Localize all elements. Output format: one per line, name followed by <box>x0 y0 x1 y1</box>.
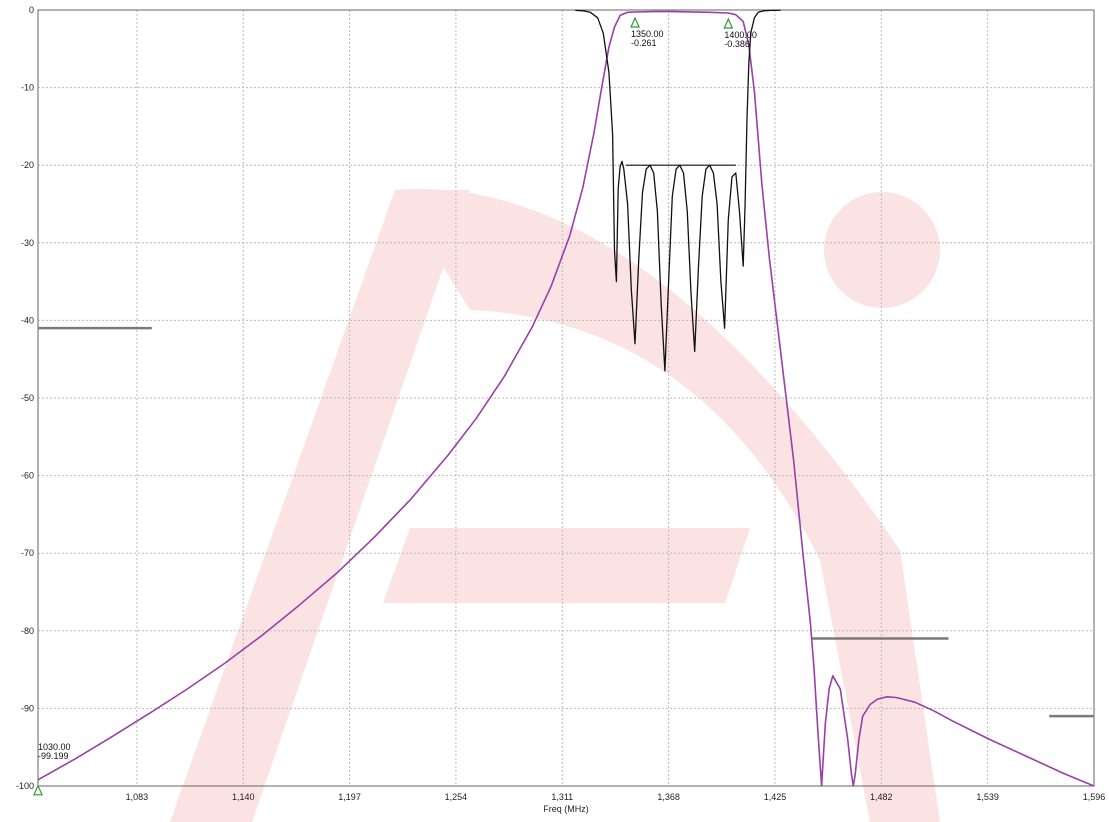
marker-value-label: -0.386 <box>724 39 750 49</box>
y-tick-label: -90 <box>21 703 34 713</box>
y-tick-label: -30 <box>21 238 34 248</box>
x-tick-label: 1,425 <box>764 792 787 802</box>
y-tick-label: -20 <box>21 160 34 170</box>
y-tick-label: -10 <box>21 83 34 93</box>
x-tick-label: 1,482 <box>870 792 893 802</box>
reflection-trace <box>575 9 781 372</box>
transmission-trace <box>37 10 1095 787</box>
x-tick-label: 1,311 <box>551 792 573 802</box>
x-tick-label: 1,596 <box>1083 792 1106 802</box>
marker-frequency-label: 1400.00 <box>724 30 757 40</box>
marker-triangle <box>723 17 734 29</box>
y-tick-label: 0 <box>29 5 34 15</box>
axes: 0 -10 -20 -30 -40 -50 -60 -70 -80 -90 -100 1,083 1,1… <box>16 5 1105 802</box>
grid <box>38 10 1095 786</box>
x-tick-label: 1,083 <box>126 792 149 802</box>
markers: 1350.00-0.261 1400.00-0.386 1030.00-99.199 <box>33 16 757 796</box>
marker-value-label: -0.261 <box>631 38 657 48</box>
watermark-crossbar <box>383 528 750 603</box>
plot-frame <box>37 9 1095 787</box>
y-tick-label: -100 <box>16 781 34 791</box>
marker-frequency-label: 1350.00 <box>631 29 664 39</box>
marker-value-label: -99.199 <box>38 751 69 761</box>
marker-triangle <box>630 16 640 28</box>
x-tick-label: 1,539 <box>976 792 999 802</box>
series <box>37 9 1095 787</box>
x-tick-label: 1,254 <box>445 792 468 802</box>
x-tick-label: 1,197 <box>338 792 361 802</box>
y-tick-label: -70 <box>21 548 34 558</box>
x-tick-label: 1,140 <box>232 792 255 802</box>
y-tick-label: -60 <box>21 471 34 481</box>
y-tick-label: -50 <box>21 393 34 403</box>
y-tick-label: -40 <box>21 315 34 325</box>
y-tick-label: -80 <box>21 626 34 636</box>
marker-frequency-label: 1030.00 <box>38 742 71 752</box>
watermark-left-stroke <box>170 190 470 822</box>
x-axis-title: Freq (MHz) <box>543 804 589 814</box>
watermark-dot <box>824 192 940 308</box>
spec-lines <box>38 164 1094 718</box>
x-tick-label: 1,368 <box>657 792 680 802</box>
marker-triangle <box>33 784 43 796</box>
